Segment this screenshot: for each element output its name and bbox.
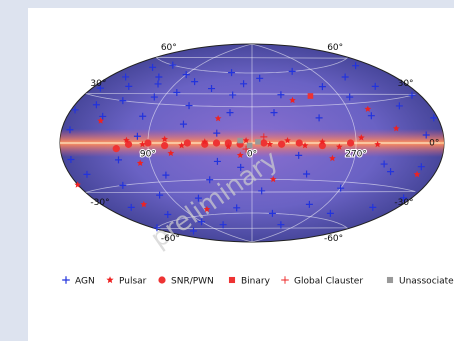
marker-square [255,139,261,145]
marker-square [247,143,253,149]
marker-circle [184,139,191,146]
marker-circle [347,139,354,146]
marker-square [308,93,314,99]
lat-label: 30° [398,79,414,89]
lon-label: 0° [247,150,257,160]
legend-label: Global Clauster [294,277,363,287]
marker-circle [213,139,220,146]
marker-circle [144,139,151,146]
marker-circle [158,276,165,283]
lat-label: -60° [324,234,343,244]
lat-label: 60° [327,43,343,53]
marker-circle [113,145,120,152]
marker-circle [278,141,285,148]
lat-label: -60° [161,234,180,244]
marker-circle [296,139,303,146]
lat-label: -30° [394,198,413,208]
lat-label: 60° [161,43,177,53]
legend-label: Unassociated [399,277,454,287]
marker-square [229,277,235,283]
marker-square [387,277,393,283]
figure: preliminary -60°-60°-30°-30°0°30°30°60°6… [0,0,454,341]
lat-label: -30° [90,198,109,208]
marker-circle [161,142,168,149]
legend-label: AGN [75,277,95,287]
marker-circle [260,139,267,146]
legend-label: Pulsar [119,277,147,287]
legend-label: SNR/PWN [171,277,214,287]
lon-label: 90° [140,150,156,160]
marker-square [237,138,243,144]
lat-label: 0° [429,139,439,149]
lat-label: 30° [90,79,106,89]
lon-label: 270° [345,150,367,160]
legend-label: Binary [241,277,271,287]
